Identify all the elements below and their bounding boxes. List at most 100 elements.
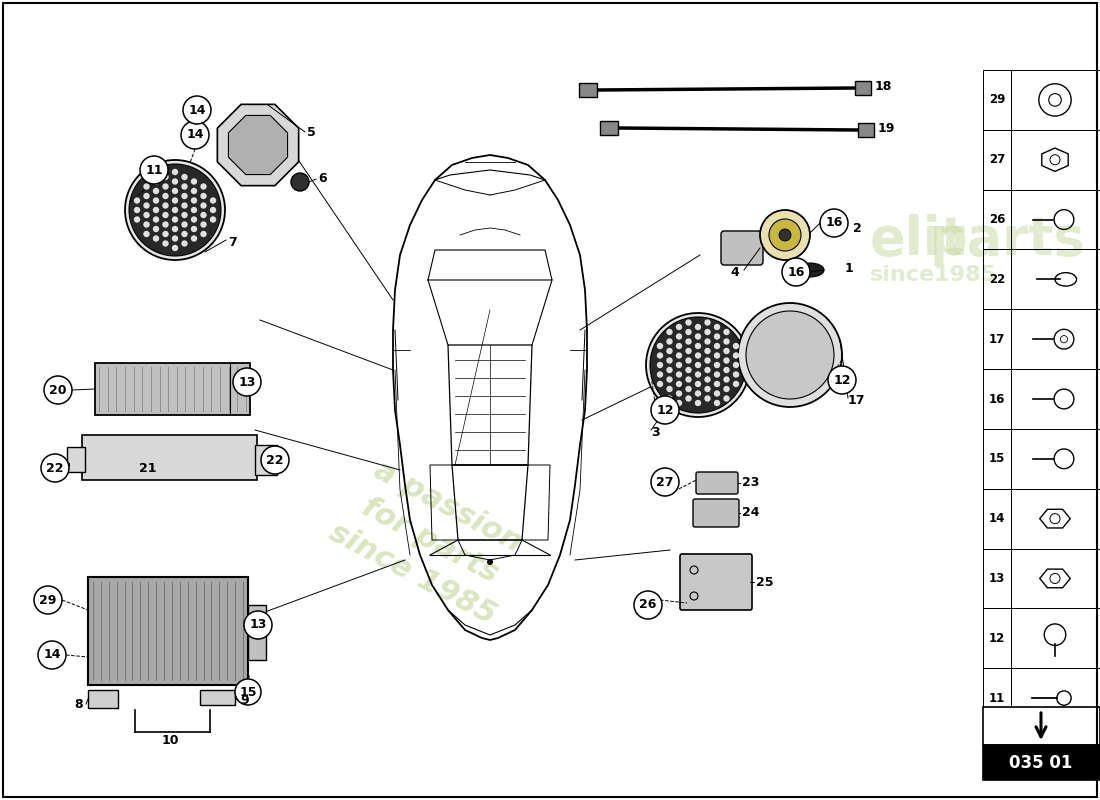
Circle shape [657,371,663,378]
Circle shape [163,240,168,246]
Circle shape [733,342,739,349]
Circle shape [714,334,720,340]
Circle shape [667,329,673,335]
Circle shape [704,366,711,373]
Text: 20: 20 [50,383,67,397]
FancyBboxPatch shape [67,447,85,472]
Text: 16: 16 [825,217,843,230]
FancyBboxPatch shape [579,83,597,97]
Circle shape [163,222,168,228]
Circle shape [667,395,673,402]
Circle shape [143,202,150,209]
Text: 22: 22 [989,273,1005,286]
Text: 13: 13 [989,572,1005,585]
Bar [983,707,1100,745]
Circle shape [172,206,178,214]
Text: 14: 14 [43,649,60,662]
Circle shape [182,174,188,180]
Circle shape [183,96,211,124]
Circle shape [724,386,729,392]
Circle shape [172,226,178,232]
Circle shape [153,206,159,214]
Circle shape [172,198,178,204]
FancyBboxPatch shape [693,499,739,527]
Text: 15: 15 [989,452,1005,466]
Circle shape [210,216,217,222]
Circle shape [134,206,140,214]
Circle shape [714,342,720,349]
Bar [983,190,1100,250]
FancyBboxPatch shape [248,605,266,660]
Circle shape [143,222,150,228]
Text: 4: 4 [730,266,739,278]
Circle shape [733,371,739,378]
Circle shape [153,198,159,204]
FancyBboxPatch shape [88,577,248,685]
Polygon shape [1040,510,1070,528]
Circle shape [657,342,663,349]
Bar [983,489,1100,549]
Circle shape [779,229,791,241]
Circle shape [172,216,178,222]
FancyBboxPatch shape [696,472,738,494]
Circle shape [724,376,729,382]
Circle shape [190,178,197,185]
Circle shape [685,329,692,335]
Circle shape [675,371,682,378]
Circle shape [143,212,150,218]
Circle shape [738,303,842,407]
FancyBboxPatch shape [858,123,874,137]
Bar [983,130,1100,190]
Circle shape [235,679,261,705]
Text: 14: 14 [989,512,1005,525]
Text: 18: 18 [874,81,892,94]
Polygon shape [1042,148,1068,171]
Circle shape [39,641,66,669]
Circle shape [244,611,272,639]
Text: 12: 12 [657,403,673,417]
Circle shape [733,381,739,387]
Text: 24: 24 [742,506,759,519]
Circle shape [704,319,711,326]
Bar [983,429,1100,489]
Text: 21: 21 [140,462,156,474]
FancyBboxPatch shape [600,121,618,135]
Bar [983,608,1100,668]
Circle shape [695,381,701,387]
Circle shape [487,559,493,565]
Text: 26: 26 [639,598,657,611]
Ellipse shape [796,263,824,277]
Circle shape [163,212,168,218]
Text: 29: 29 [40,594,57,606]
Circle shape [695,342,701,349]
Text: 6: 6 [318,173,327,186]
Text: parts: parts [930,214,1086,266]
Circle shape [704,338,711,345]
Circle shape [695,352,701,358]
Circle shape [760,210,810,260]
Circle shape [724,366,729,373]
Circle shape [182,212,188,218]
Text: 27: 27 [657,475,673,489]
Text: 15: 15 [240,686,256,698]
Circle shape [182,202,188,209]
Circle shape [634,591,662,619]
Circle shape [140,156,168,184]
Circle shape [41,454,69,482]
Circle shape [724,338,729,345]
Circle shape [714,400,720,406]
Circle shape [675,400,682,406]
Text: 17: 17 [989,333,1005,346]
Text: 3: 3 [651,426,660,439]
Circle shape [651,396,679,424]
Circle shape [782,258,810,286]
Text: 10: 10 [162,734,178,746]
Circle shape [657,352,663,358]
Text: 29: 29 [989,94,1005,106]
Text: 14: 14 [188,103,206,117]
Circle shape [685,386,692,392]
Bar [983,745,1100,780]
Circle shape [646,313,750,417]
Circle shape [172,235,178,242]
Circle shape [651,468,679,496]
